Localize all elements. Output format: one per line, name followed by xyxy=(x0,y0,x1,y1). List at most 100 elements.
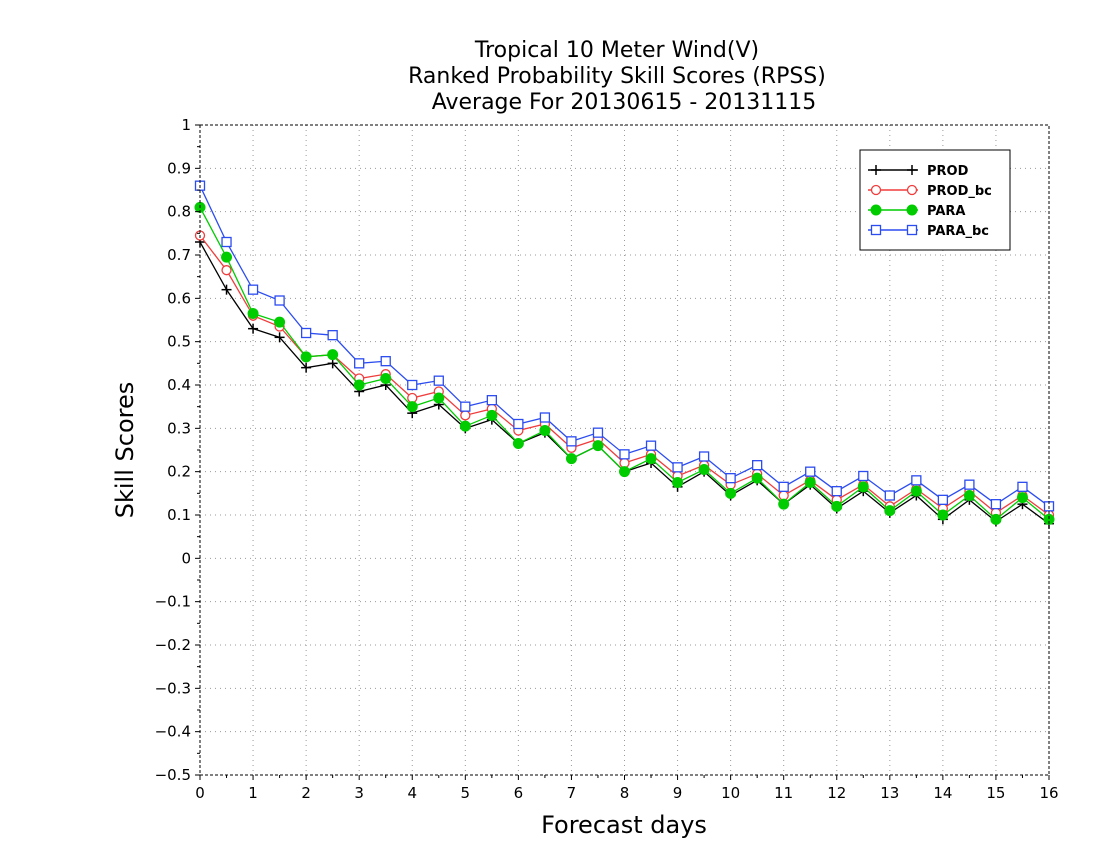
x-tick-label: 6 xyxy=(514,784,524,802)
data-point xyxy=(698,464,710,475)
data-point xyxy=(619,457,630,469)
data-point xyxy=(963,490,975,501)
legend-entry: PROD xyxy=(868,164,969,179)
x-tick-label: 16 xyxy=(1039,784,1058,802)
data-point xyxy=(353,379,365,391)
x-tick-label: 10 xyxy=(721,784,740,802)
x-tick-label: 5 xyxy=(461,784,471,802)
data-point xyxy=(274,316,286,328)
data-point xyxy=(512,438,524,449)
data-point xyxy=(327,349,339,361)
data-point xyxy=(725,473,736,484)
legend-box xyxy=(859,149,1011,251)
legend-marker-left xyxy=(870,224,882,236)
legend-marker-right xyxy=(906,204,918,216)
data-point xyxy=(539,412,551,423)
data-point xyxy=(911,475,922,486)
data-point xyxy=(672,477,684,488)
x-tick-label: 11 xyxy=(774,784,793,802)
data-point xyxy=(698,451,710,462)
data-point xyxy=(566,436,577,447)
data-point xyxy=(247,308,259,319)
data-point xyxy=(406,401,418,413)
data-point xyxy=(592,440,604,452)
y-tick-label: −0.5 xyxy=(155,766,191,784)
x-tick-label: 4 xyxy=(407,784,417,802)
data-point xyxy=(645,453,657,465)
data-point xyxy=(248,323,259,334)
data-point xyxy=(752,460,763,471)
title-line-2: Ranked Probability Skill Scores (RPSS) xyxy=(408,64,826,89)
x-tick-label: 15 xyxy=(986,784,1005,802)
data-series xyxy=(194,180,1055,529)
data-point xyxy=(592,427,604,438)
data-point xyxy=(884,505,896,517)
y-tick-label: 0.6 xyxy=(167,289,191,307)
data-point xyxy=(778,498,790,510)
data-point xyxy=(486,395,497,406)
data-point xyxy=(990,513,1002,525)
data-point xyxy=(274,295,285,306)
y-tick-label: −0.4 xyxy=(155,723,191,741)
x-tick-label: 3 xyxy=(354,784,364,802)
data-point xyxy=(433,392,445,404)
data-point xyxy=(672,462,683,473)
legend-entry: PARA xyxy=(868,204,965,219)
data-point xyxy=(831,500,843,512)
data-point xyxy=(221,236,232,248)
legend-marker-right xyxy=(907,165,917,175)
data-point xyxy=(751,472,763,484)
y-tick-label: 0.4 xyxy=(167,376,191,394)
data-point xyxy=(804,477,816,488)
data-point xyxy=(221,284,232,295)
x-tick-label: 13 xyxy=(880,784,899,802)
x-tick-label: 2 xyxy=(301,784,311,802)
legend-marker-right xyxy=(906,184,918,196)
data-point xyxy=(354,358,365,369)
series-line xyxy=(199,241,1050,525)
data-point xyxy=(274,332,285,343)
y-tick-label: 0.5 xyxy=(167,333,191,351)
data-point xyxy=(778,481,789,492)
data-point xyxy=(778,490,789,501)
data-point xyxy=(1043,513,1055,525)
data-point xyxy=(964,479,975,490)
data-point xyxy=(1017,481,1028,492)
legend-entry: PARA_bc xyxy=(868,224,989,239)
y-tick-label: 0 xyxy=(181,549,191,567)
y-axis-ticks: 1 0.9 0.8 0.7 0.6 0.5 0.4 0.3 0.2 0.1 0 −0.1 −0.2 −0.… xyxy=(155,116,200,784)
y-tick-label: 0.3 xyxy=(167,419,191,437)
data-point xyxy=(831,486,842,497)
title-line-3: Average For 20130615 - 20131115 xyxy=(432,90,817,115)
data-point xyxy=(857,481,869,493)
legend-label: PARA xyxy=(927,204,965,219)
chart-title: Tropical 10 Meter Wind(V) Ranked Probabi… xyxy=(408,38,826,115)
data-point xyxy=(407,392,418,404)
legend-label: PROD_bc xyxy=(927,184,992,199)
data-point xyxy=(300,351,312,363)
y-tick-label: 1 xyxy=(181,116,191,134)
y-tick-label: 0.1 xyxy=(167,506,191,524)
x-tick-label: 7 xyxy=(567,784,577,802)
x-tick-label: 8 xyxy=(620,784,630,802)
y-tick-label: 0.8 xyxy=(167,203,191,221)
x-tick-label: 9 xyxy=(673,784,683,802)
legend-marker-left xyxy=(871,165,881,175)
data-point xyxy=(619,449,630,460)
data-point xyxy=(725,487,737,499)
data-point xyxy=(513,418,524,430)
data-point xyxy=(565,453,577,465)
data-point xyxy=(805,466,816,477)
data-point xyxy=(619,466,630,478)
data-point xyxy=(460,401,471,412)
legend-marker-left xyxy=(870,204,882,216)
data-point xyxy=(433,375,444,386)
series-para xyxy=(194,201,1055,525)
y-tick-label: −0.2 xyxy=(155,636,191,654)
x-tick-label: 0 xyxy=(195,784,205,802)
data-point xyxy=(937,494,949,505)
x-axis-ticks: 0 1 2 3 4 5 6 7 8 9 10 11 12 13 14 15 16 xyxy=(195,775,1059,802)
x-tick-label: 1 xyxy=(248,784,258,802)
data-point xyxy=(645,440,657,451)
data-point xyxy=(858,470,869,482)
